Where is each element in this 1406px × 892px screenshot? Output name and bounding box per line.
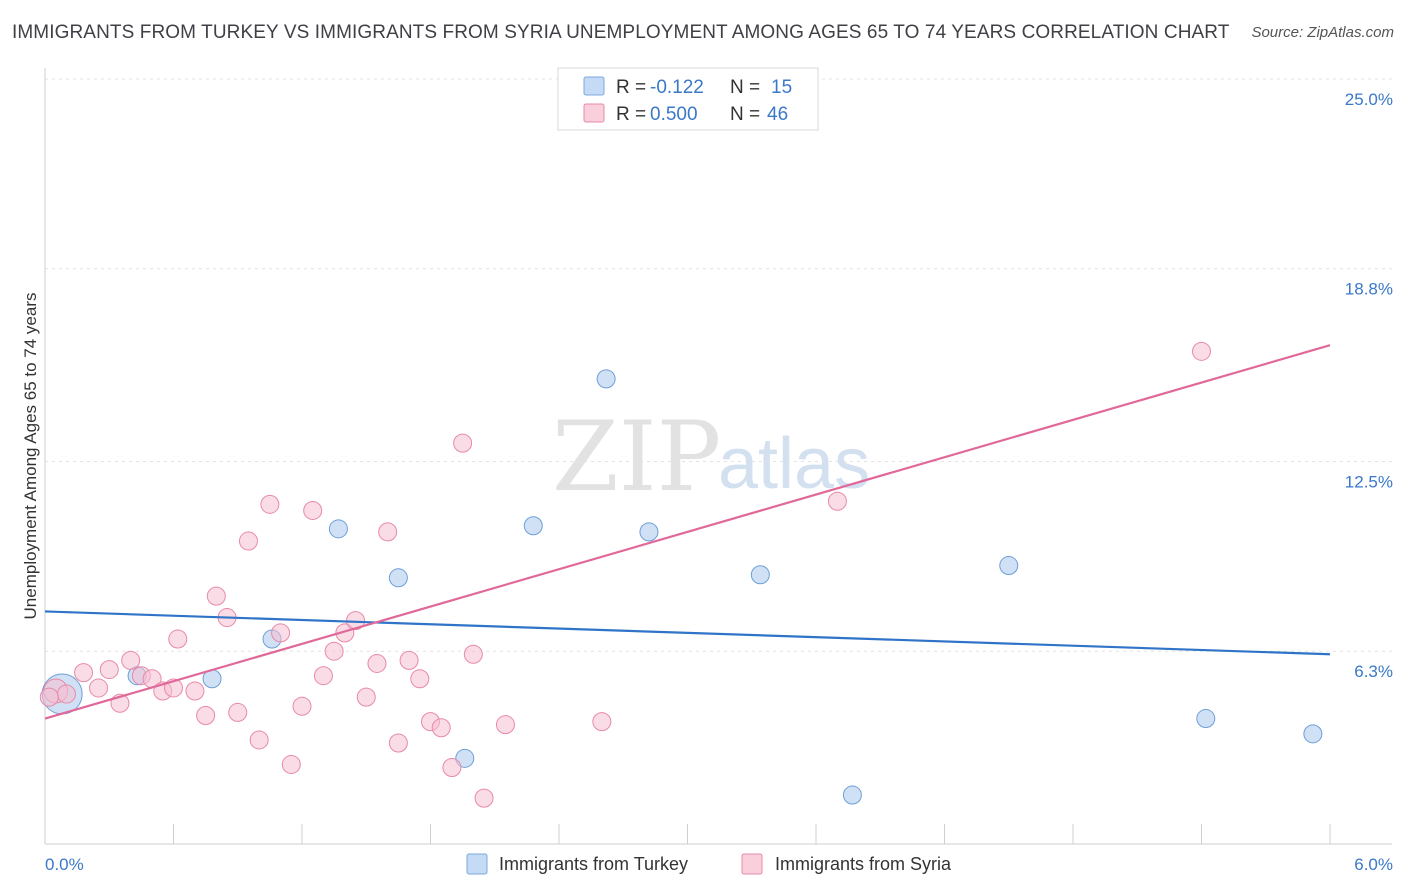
watermark-atlas: atlas xyxy=(718,424,870,504)
point-syria xyxy=(313,666,333,686)
source-label: Source: ZipAtlas.com xyxy=(1251,24,1394,41)
point-turkey xyxy=(1303,724,1323,744)
point-turkey xyxy=(328,519,348,539)
trend-lines xyxy=(44,344,1331,720)
point-syria xyxy=(356,687,376,707)
point-syria xyxy=(89,678,109,698)
point-syria xyxy=(399,650,419,670)
point-syria xyxy=(388,733,408,753)
series-legend-swatch-turkey xyxy=(466,853,488,875)
point-turkey xyxy=(999,556,1019,576)
point-syria xyxy=(56,684,76,704)
point-syria xyxy=(827,491,847,511)
stats-legend: R = -0.122 N = 15 R = 0.500 N = 46 xyxy=(557,67,819,131)
point-syria xyxy=(121,650,141,670)
point-turkey xyxy=(750,565,770,585)
point-syria xyxy=(292,696,312,716)
trend-line-turkey xyxy=(44,610,1331,656)
y-axis-label: Unemployment Among Ages 65 to 74 years xyxy=(21,293,40,620)
point-syria xyxy=(168,629,188,649)
point-syria xyxy=(281,754,301,774)
trend-line-syria xyxy=(44,344,1331,720)
legend-swatch-syria xyxy=(583,103,605,123)
point-syria xyxy=(271,623,291,643)
chart-title: IMMIGRANTS FROM TURKEY VS IMMIGRANTS FRO… xyxy=(12,22,1230,43)
point-syria xyxy=(378,522,398,542)
point-syria xyxy=(1192,341,1211,361)
point-syria xyxy=(185,681,205,701)
legend-r-label-syria: R = xyxy=(616,104,646,125)
point-syria xyxy=(592,712,612,732)
series-legend: Immigrants from Turkey Immigrants from S… xyxy=(466,853,952,875)
point-turkey xyxy=(1196,709,1216,729)
point-turkey xyxy=(842,785,862,805)
point-syria xyxy=(335,623,355,643)
point-turkey xyxy=(596,369,616,389)
point-syria xyxy=(206,586,226,606)
legend-n-label-turkey: N = xyxy=(730,77,760,98)
y-tick-label: 6.3% xyxy=(1354,662,1393,681)
legend-r-value-turkey: -0.122 xyxy=(650,77,704,98)
y-tick-labels: 6.3% 12.5% 18.8% 25.0% xyxy=(1345,90,1393,681)
y-tick-label: 25.0% xyxy=(1345,90,1393,109)
point-syria xyxy=(410,669,430,689)
y-tick-label: 18.8% xyxy=(1345,280,1393,299)
point-syria xyxy=(74,663,94,683)
point-syria xyxy=(39,687,59,707)
point-turkey xyxy=(455,748,475,768)
legend-n-value-turkey: 15 xyxy=(771,77,792,98)
point-syria xyxy=(431,718,451,738)
point-syria xyxy=(495,715,515,735)
point-turkey xyxy=(523,516,543,536)
legend-n-value-syria: 46 xyxy=(767,104,788,125)
point-syria xyxy=(453,433,473,453)
point-syria xyxy=(238,531,258,551)
point-syria xyxy=(196,705,216,725)
point-turkey xyxy=(388,568,408,588)
point-syria xyxy=(324,641,344,661)
point-syria xyxy=(474,788,494,808)
point-turkey xyxy=(639,522,659,542)
grid xyxy=(45,78,1392,652)
x-tick-label-min: 0.0% xyxy=(45,855,84,874)
point-syria xyxy=(99,660,119,680)
series-legend-label-turkey: Immigrants from Turkey xyxy=(499,854,688,874)
legend-swatch-turkey xyxy=(583,76,605,96)
legend-r-label-turkey: R = xyxy=(616,77,646,98)
watermark-zip: ZIP xyxy=(552,401,721,513)
point-syria xyxy=(367,653,387,673)
point-syria xyxy=(260,494,280,514)
series-legend-swatch-syria xyxy=(741,853,763,875)
data-points xyxy=(39,69,1323,808)
y-tick-label: 12.5% xyxy=(1345,473,1393,492)
x-tick-label-max: 6.0% xyxy=(1354,855,1393,874)
point-syria xyxy=(442,758,462,777)
series-legend-label-syria: Immigrants from Syria xyxy=(775,854,952,874)
point-syria xyxy=(249,730,269,750)
point-syria xyxy=(463,644,483,664)
x-ticks xyxy=(173,824,1331,844)
point-syria xyxy=(303,500,323,520)
legend-n-label-syria: N = xyxy=(730,104,760,125)
legend-r-value-syria: 0.500 xyxy=(650,104,698,125)
point-syria xyxy=(228,702,248,722)
